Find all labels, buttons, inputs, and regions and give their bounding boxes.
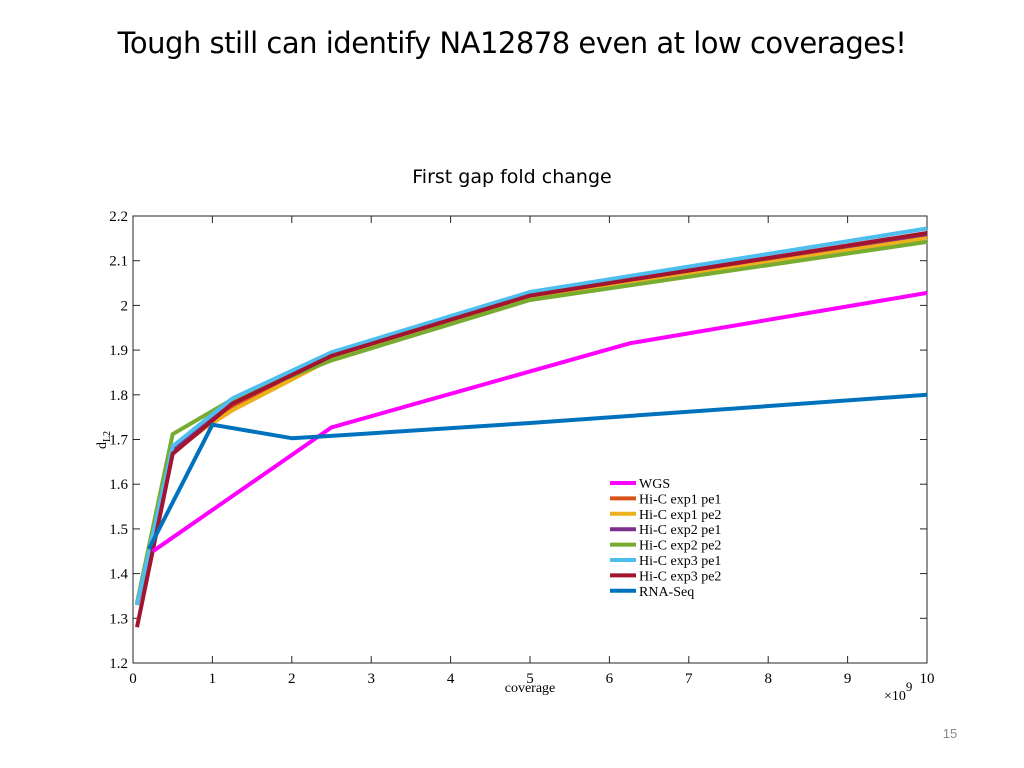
series-lines [135,226,928,628]
y-tick-label: 1.3 [109,611,128,627]
y-tick-label: 1.7 [109,433,128,449]
x-tick-label: 8 [764,671,772,687]
legend-label-hi-c-exp2-pe1: Hi-C exp2 pe1 [639,523,721,538]
slide-number: 15 [942,726,958,741]
svg-text:dL2: dL2 [95,431,113,449]
y-tick-label: 1.2 [109,656,128,672]
x-tick-label: 0 [129,671,137,687]
x-tick-label: 4 [447,671,455,687]
plot-area [132,215,928,664]
y-axis: 1.2 1.3 1.4 1.5 1.6 1.7 1.8 1.9 2 2.1 2.2 [109,209,927,672]
x-multiplier-base: ×10 [884,689,906,704]
y-axis-label: dL2 [95,431,113,449]
x-tick-label: 10 [920,671,935,687]
legend-label-rna-seq: RNA-Seq [639,585,694,600]
y-tick-label: 1.6 [109,477,128,493]
x-tick-label: 6 [606,671,614,687]
x-tick-label: 9 [844,671,852,687]
x-multiplier: ×109 [884,679,912,704]
y-tick-label: 1.9 [109,343,128,359]
y-axis-label-main: d [95,442,110,449]
x-tick-label: 2 [288,671,296,687]
legend-label-hi-c-exp1-pe1: Hi-C exp1 pe1 [639,492,721,507]
x-tick-label: 3 [367,671,375,687]
x-axis: 0 1 2 3 4 5 6 7 8 9 10 [129,216,935,687]
series-line-wgs [151,290,928,553]
x-tick-label: 1 [209,671,217,687]
y-tick-label: 1.4 [109,567,128,583]
legend-label-hi-c-exp1-pe2: Hi-C exp1 pe2 [639,508,721,523]
x-tick-label: 7 [685,671,693,687]
legend-label-hi-c-exp2-pe2: Hi-C exp2 pe2 [639,539,721,554]
chart-title: First gap fold change [412,166,612,188]
legend-label-hi-c-exp3-pe1: Hi-C exp3 pe1 [639,554,721,569]
y-tick-label: 2.1 [109,254,128,270]
series-line-rna-seq [147,392,928,550]
legend-label-wgs: WGS [639,477,670,492]
slide-title: Tough still can identify NA12878 even at… [117,26,907,60]
legend-label-hi-c-exp3-pe2: Hi-C exp3 pe2 [639,569,721,584]
y-tick-label: 1.8 [109,388,128,404]
x-axis-label: coverage [505,681,556,696]
y-tick-label: 1.5 [109,522,128,538]
series-line-hi-c-exp3-pe1 [135,226,928,606]
y-tick-label: 2.2 [109,209,128,225]
x-multiplier-exponent: 9 [906,679,913,694]
y-axis-label-subscript: L2 [102,431,113,442]
series-line-hi-c-exp3-pe2 [135,231,928,628]
x-tick-label: 5 [526,671,534,687]
y-tick-label: 2 [121,298,129,314]
